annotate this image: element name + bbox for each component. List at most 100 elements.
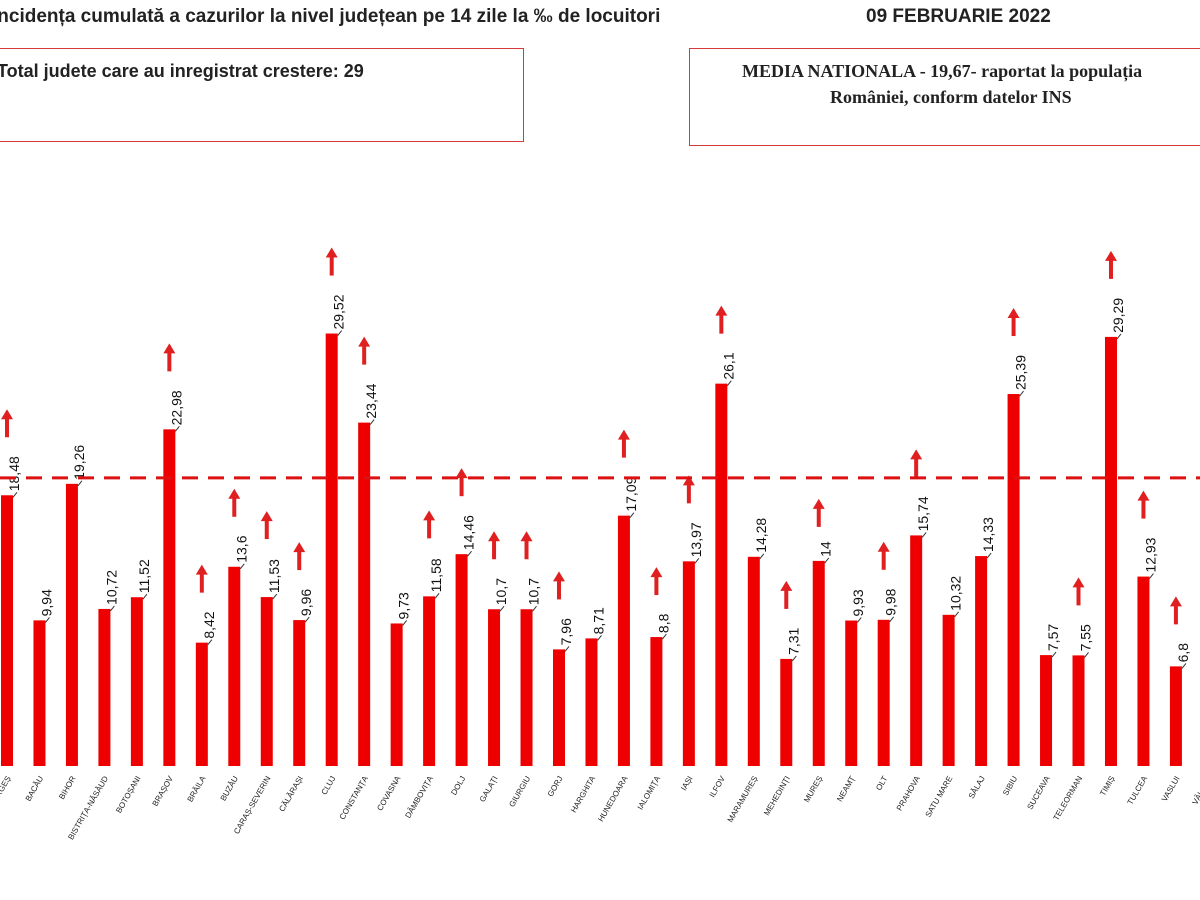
category-label: IAȘI [679,775,694,793]
national-average-line2: României, conform datelor INS [830,87,1072,107]
national-average-line1: MEDIA NATIONALA - 19,67- raportat la pop… [742,61,1143,81]
category-label: TIMIȘ [1098,775,1116,798]
category-label: PRAHOVA [895,774,922,812]
bar-value-label: 14,46 [461,515,477,550]
increase-arrow-icon [1137,490,1150,519]
bar [780,658,793,766]
bar-value-label: 9,96 [298,589,314,616]
label-leader [921,532,927,538]
bar-value-label: 19,26 [71,445,87,480]
label-leader [207,639,213,645]
label-leader [12,491,18,498]
label-leader [304,616,310,623]
category-label: GALAȚI [478,775,500,804]
increase-arrow-icon [455,468,468,497]
bar-value-label: 9,93 [850,589,866,616]
category-label: MEHEDINȚI [762,775,792,818]
bar-value-label: 10,72 [103,570,119,605]
category-label: VÂLCEA [1191,774,1200,806]
category-label: VASLUI [1160,775,1182,804]
bar [293,620,306,766]
label-leader [694,558,700,564]
bar [975,556,988,766]
bar-value-label: 6,8 [1175,643,1191,663]
increase-arrow-icon [520,531,533,560]
increase-arrow-icon [228,488,241,517]
label-leader [369,419,375,425]
category-label: HUNEDOARA [596,774,630,823]
bar [33,620,46,766]
bar [228,566,241,766]
bar [910,535,923,766]
category-label: BACĂU [24,774,46,803]
bar-value-label: 7,57 [1045,624,1061,651]
increase-count-box: Total judete care au inregistrat crester… [0,48,524,142]
bar-value-label: 15,74 [915,496,931,531]
category-label: BIHOR [57,774,78,801]
increase-arrow-icon [650,567,663,596]
bar-value-label: 8,71 [590,607,606,634]
bar [358,422,371,766]
category-label: GORJ [546,775,565,799]
bar-value-label: 11,53 [266,559,282,593]
label-leader [467,550,472,557]
bar-value-label: 12,93 [1142,537,1158,572]
bar [390,623,403,766]
bar-value-label: 18,48 [6,456,22,491]
category-label: BOTOȘANI [114,775,142,815]
label-leader [337,330,343,336]
label-leader [759,553,765,560]
label-leader [1084,652,1089,658]
increase-arrow-icon [163,343,176,372]
increase-arrow-icon [617,429,630,458]
category-label: SUCEAVA [1025,774,1052,811]
category-label: DÂMBOVIȚA [403,774,435,820]
bar-value-label: 22,98 [168,390,184,425]
increase-arrow-icon [260,511,273,540]
bar [617,515,630,766]
increase-arrow-icon [1007,308,1020,337]
label-leader [499,605,505,612]
bar-value-label: 14,33 [980,517,996,552]
increase-arrow-icon [1169,596,1182,625]
bar [195,642,208,766]
bar-value-label: 8,8 [655,613,671,633]
bar [325,333,338,766]
bar [260,597,273,766]
bar-value-label: 13,6 [233,535,249,562]
bar [488,609,501,766]
category-label: BRAȘOV [151,774,176,808]
label-leader [1051,651,1057,658]
bar [585,638,598,766]
category-label: MUREȘ [802,775,824,805]
label-leader [791,655,797,662]
increase-arrow-icon [325,247,338,276]
label-leader [142,593,148,600]
label-leader [402,620,408,626]
bar [130,597,143,766]
national-average-box: MEDIA NATIONALA - 19,67- raportat la pop… [689,48,1200,146]
label-leader [1019,390,1024,397]
bar-value-label: 11,58 [428,558,444,592]
bar [747,556,760,766]
bar-value-label: 10,7 [526,578,542,605]
increase-arrow-icon [195,564,208,593]
increase-arrow-icon [715,305,728,334]
increase-arrow-icon [488,531,501,560]
label-leader [45,617,50,623]
category-label: HARGHITA [569,774,597,814]
bar [1040,655,1053,766]
category-label: CONSTANȚA [338,774,370,821]
bar [1104,336,1117,766]
label-leader [954,611,960,618]
category-label: BUZĂU [219,774,240,802]
increase-count-text: Total judete care au inregistrat crester… [0,61,364,81]
category-label: DOLJ [449,775,467,797]
bar [1007,394,1020,766]
bar-value-label: 9,73 [396,592,412,619]
category-label: CĂLĂRAȘI [277,775,305,814]
bar [650,637,663,766]
label-leader [272,593,278,600]
bar-value-label: 17,09 [623,476,639,511]
